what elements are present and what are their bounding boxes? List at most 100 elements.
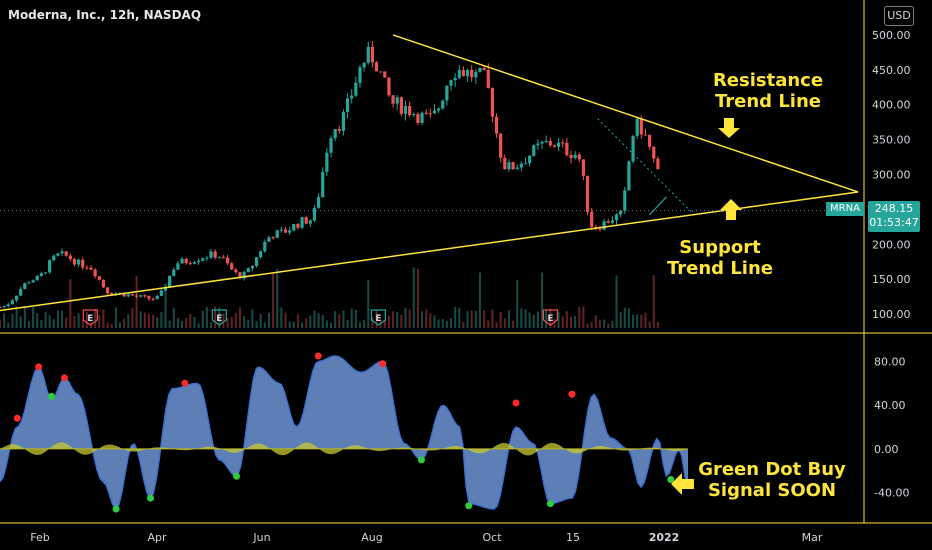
volume-bar — [615, 275, 618, 328]
candle-body — [147, 295, 151, 299]
candle-body — [89, 267, 93, 270]
volume-bar — [520, 308, 523, 328]
candle-body — [27, 282, 31, 284]
volume-bar — [363, 319, 366, 328]
candle-body — [122, 292, 126, 297]
candle-body — [279, 229, 283, 231]
time-tick-label: 2022 — [649, 531, 680, 544]
volume-bar — [106, 322, 109, 328]
volume-bar — [474, 310, 477, 328]
volume-bar — [123, 318, 126, 328]
symbol-tag: MRNA — [826, 202, 864, 216]
volume-bar — [561, 316, 564, 328]
volume-bar — [131, 307, 134, 328]
candle-body — [379, 71, 383, 73]
oscillator-area — [0, 355, 688, 510]
volume-bar — [545, 310, 548, 328]
volume-bar — [118, 322, 121, 328]
volume-bar — [168, 320, 171, 328]
volume-bar — [98, 315, 101, 328]
volume-bar — [656, 322, 659, 328]
volume-bar — [247, 319, 250, 328]
candle-body — [350, 95, 354, 99]
candle-body — [486, 70, 490, 89]
volume-bar — [652, 275, 655, 328]
candle-body — [271, 237, 275, 239]
volume-bar — [32, 307, 35, 328]
volume-bar — [143, 312, 146, 328]
earnings-marker — [211, 309, 227, 326]
volume-bar — [338, 314, 341, 328]
volume-bar — [499, 311, 502, 328]
candle-body — [606, 221, 610, 223]
candle-body — [6, 304, 10, 307]
candle-body — [48, 260, 52, 273]
volume-bar — [478, 272, 481, 328]
candle-body — [43, 272, 48, 274]
volume-bar — [65, 317, 68, 328]
candle-body — [374, 62, 379, 72]
volume-bar — [272, 271, 275, 328]
buy-dot — [48, 392, 56, 400]
candle-body — [532, 145, 536, 156]
volume-bar — [114, 307, 117, 328]
candle-body — [565, 142, 569, 155]
candle-body — [139, 295, 143, 297]
earnings-label: E — [547, 314, 553, 324]
volume-bar — [582, 306, 585, 328]
candle-body — [577, 154, 581, 160]
candle-body — [151, 298, 155, 300]
candle-body — [126, 294, 130, 297]
candle-body — [399, 97, 403, 114]
signal-label: Green Dot Buy — [698, 459, 846, 480]
candle-body — [337, 129, 341, 131]
volume-bar — [11, 313, 14, 328]
volume-bar — [193, 316, 196, 328]
support-arrow-icon — [720, 199, 742, 220]
candle-body — [217, 257, 221, 259]
volume-bar — [52, 319, 55, 328]
candle-body — [573, 154, 577, 159]
volume-bar — [549, 308, 552, 328]
time-tick-label: Mar — [802, 531, 823, 544]
candle-body — [60, 251, 64, 254]
buy-dot — [667, 476, 675, 484]
volume-bar — [516, 279, 519, 328]
currency-button[interactable]: USD — [884, 6, 914, 26]
candle-body — [242, 271, 246, 279]
volume-bar — [425, 309, 428, 328]
candle-body — [639, 118, 643, 135]
volume-bar — [3, 313, 6, 328]
candle-body — [499, 133, 503, 158]
candle-body — [263, 241, 267, 252]
volume-bar — [15, 306, 18, 328]
support-label: Trend Line — [667, 258, 773, 279]
volume-bar — [301, 322, 304, 328]
volume-bar — [524, 309, 527, 328]
candle-body — [424, 112, 428, 114]
volume-bar — [454, 306, 457, 328]
candle-body — [275, 230, 279, 238]
candle-body — [39, 273, 43, 277]
candle-body — [540, 142, 544, 144]
buy-dot — [233, 472, 240, 480]
sell-dot — [314, 352, 322, 360]
sell-dot — [379, 360, 387, 368]
resistance-arrow-icon — [718, 118, 740, 138]
volume-bar — [234, 313, 237, 328]
volume-bar — [375, 310, 378, 328]
volume-bar — [36, 313, 39, 328]
volume-bar — [135, 275, 138, 328]
candle-body — [470, 69, 474, 78]
candle-body — [474, 71, 478, 78]
volume-bar — [553, 318, 556, 328]
volume-bar — [400, 314, 403, 328]
candle-body — [453, 77, 457, 81]
candle-body — [519, 163, 523, 168]
candle-body — [536, 143, 540, 146]
candle-body — [296, 223, 300, 228]
candle-body — [19, 289, 23, 296]
volume-bar — [586, 323, 589, 328]
volume-bar — [197, 323, 200, 328]
